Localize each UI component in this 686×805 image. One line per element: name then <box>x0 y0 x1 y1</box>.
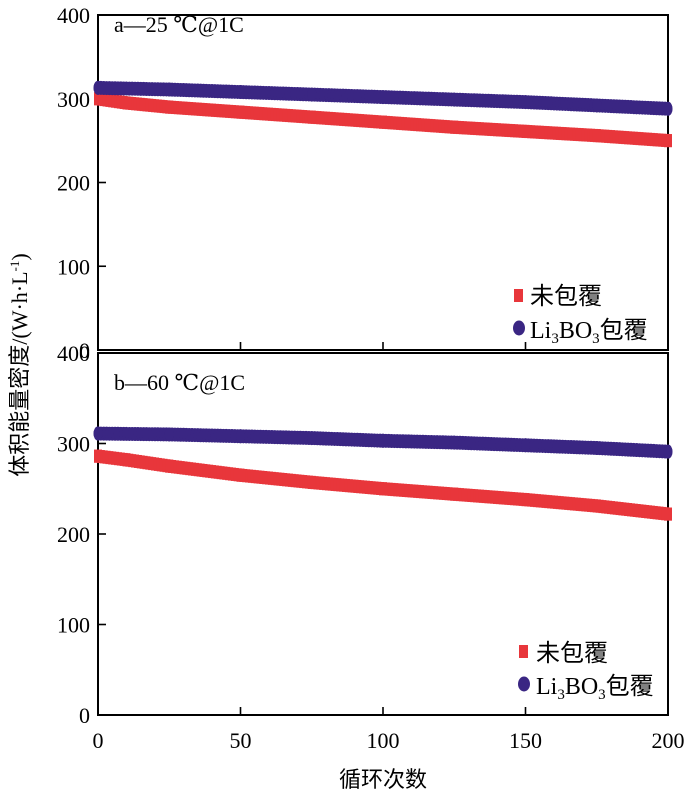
data-point <box>521 95 530 110</box>
data-point <box>165 100 174 114</box>
legend-panel-b: 未包覆 Li3BO3包覆 <box>518 640 654 703</box>
data-point <box>379 115 387 129</box>
legend-marker-uncoated <box>514 289 523 302</box>
x-tick-label: 0 <box>93 728 104 753</box>
legend-label-uncoated: 未包覆 <box>530 283 602 310</box>
data-point <box>378 433 388 448</box>
data-point <box>307 87 317 102</box>
data-point <box>122 96 131 110</box>
x-tick-label: 150 <box>509 728 542 753</box>
y-tick-label: 400 <box>57 3 90 28</box>
data-point <box>663 101 673 116</box>
data-point <box>592 98 602 113</box>
series-coated <box>93 426 673 459</box>
y-tick-label: 0 <box>79 338 90 363</box>
data-point <box>307 475 316 489</box>
data-point <box>94 92 102 106</box>
data-point <box>164 427 174 442</box>
data-point <box>164 82 174 97</box>
data-point <box>592 499 601 513</box>
data-point <box>307 110 316 124</box>
data-point <box>122 453 131 467</box>
y-tick-label: 200 <box>57 171 90 196</box>
panel-title: b—60 ℃@1C <box>114 370 245 395</box>
legend-marker-uncoated <box>519 645 528 658</box>
y-tick-label: 100 <box>57 613 90 638</box>
data-point <box>663 444 673 459</box>
legend-panel-a: 未包覆 Li3BO3包覆 <box>513 283 648 347</box>
y-tick-label: 200 <box>57 522 90 547</box>
panel-title: a—25 ℃@1C <box>114 12 244 37</box>
data-point <box>236 429 245 444</box>
data-point <box>307 431 317 446</box>
y-tick-label: 300 <box>57 432 90 457</box>
data-point <box>93 80 103 95</box>
data-point <box>450 487 459 501</box>
x-tick-label: 100 <box>367 728 400 753</box>
data-point <box>449 435 459 450</box>
series-uncoated <box>94 92 672 148</box>
y-tick-label: 300 <box>57 87 90 112</box>
x-axis-label: 循环次数 <box>339 767 427 792</box>
data-point <box>664 134 672 148</box>
data-point <box>165 459 174 473</box>
legend-label-uncoated: 未包覆 <box>536 640 608 667</box>
data-point <box>664 507 672 521</box>
data-point <box>378 90 388 105</box>
x-tick-label: 200 <box>652 728 685 753</box>
data-point <box>521 438 530 453</box>
y-axis-label: 体积能量密度/(W·h·L-1) <box>7 253 32 476</box>
data-point <box>521 124 530 138</box>
data-point <box>236 105 245 119</box>
series-uncoated <box>94 449 672 521</box>
data-point <box>94 449 102 463</box>
legend-marker-coated <box>518 676 530 692</box>
legend-label-coated: Li3BO3包覆 <box>536 673 654 703</box>
data-point <box>450 120 459 134</box>
x-tick-label: 50 <box>230 728 252 753</box>
legend-label-coated: Li3BO3包覆 <box>530 317 648 347</box>
y-tick-label: 0 <box>79 703 90 728</box>
data-point <box>521 493 530 507</box>
data-point <box>592 129 601 143</box>
panel-a: 0 100 200 300 400 a—25 ℃@1C <box>57 3 673 363</box>
data-point <box>236 85 245 100</box>
data-point <box>592 441 602 456</box>
y-tick-label: 400 <box>57 341 90 366</box>
data-point <box>93 426 103 441</box>
series-coated <box>93 80 673 116</box>
y-tick-label: 100 <box>57 254 90 279</box>
data-point <box>379 482 387 496</box>
legend-marker-coated <box>513 320 525 336</box>
data-point <box>449 92 459 107</box>
data-point <box>236 468 245 482</box>
